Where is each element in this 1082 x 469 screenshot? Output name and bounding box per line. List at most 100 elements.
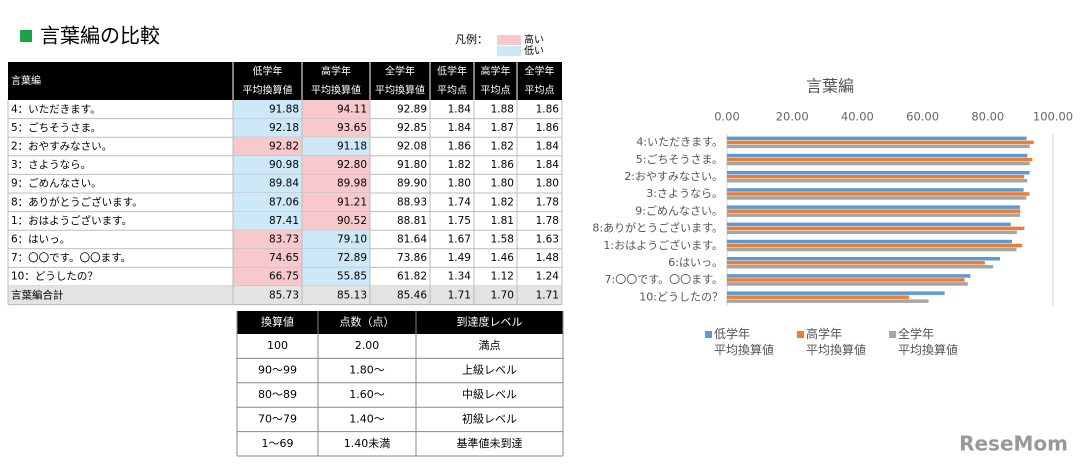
table-cell: 89.90 <box>397 178 427 190</box>
bar <box>727 209 1021 213</box>
table-cell: 89.98 <box>337 178 367 190</box>
x-tick-label: 40.00 <box>841 110 874 124</box>
cell-highlight <box>302 118 370 138</box>
bar <box>727 161 1030 166</box>
table-cell: 83.73 <box>269 234 299 246</box>
cell-highlight <box>233 155 302 175</box>
scale-cell: 90～99 <box>258 364 297 377</box>
table-cell: 88.81 <box>397 215 427 227</box>
column-header: 平均換算値 <box>375 84 425 97</box>
row-label: 6：はいっ。 <box>11 234 70 246</box>
legend-swatch <box>889 331 896 338</box>
x-tick-label: 80.00 <box>971 110 1004 124</box>
cell-highlight <box>302 193 370 212</box>
y-tick-label: 3:さようなら。 <box>646 187 723 200</box>
bar <box>727 213 1021 217</box>
table-cell: 92.80 <box>337 159 367 171</box>
scale-cell: 初級レベル <box>462 411 517 425</box>
table-cell: 87.41 <box>269 215 299 227</box>
table-cell: 1.75 <box>448 215 471 227</box>
scale-cell: 80～89 <box>258 388 297 401</box>
table-cell: 94.11 <box>337 103 367 115</box>
table-cell: 1.70 <box>491 289 514 301</box>
row-label: 9：ごめんなさい。 <box>11 177 102 190</box>
scale-cell: 中級レベル <box>462 388 517 401</box>
table-cell: 1.24 <box>536 271 560 283</box>
table-cell: 92.85 <box>397 122 427 134</box>
table-cell: 91.21 <box>337 196 367 208</box>
table-cell: 1.63 <box>536 234 559 246</box>
table-cell: 1.81 <box>491 215 514 227</box>
legend-entry: 高学年 平均換算値 <box>806 327 867 357</box>
table-cell: 1.48 <box>536 252 559 264</box>
table-cell: 1.67 <box>448 234 471 246</box>
table-cell: 1.84 <box>536 159 560 171</box>
bar <box>727 157 1033 162</box>
bar <box>727 175 1025 179</box>
legend-swatch <box>497 46 521 56</box>
bar <box>727 239 1012 244</box>
bar <box>727 247 1017 252</box>
table-cell: 1.84 <box>448 103 472 115</box>
table-cell: 73.86 <box>397 252 427 264</box>
cell-highlight <box>302 100 370 119</box>
row-label: 4：いただきます。 <box>11 103 101 115</box>
table-cell: 85.73 <box>269 289 299 301</box>
column-header: 低学年 <box>253 65 283 78</box>
cell-highlight <box>302 174 370 193</box>
table-cell: 1.71 <box>448 289 471 301</box>
total-row-bg <box>8 286 562 305</box>
table-cell: 1.84 <box>536 141 560 153</box>
table-cell: 1.12 <box>491 271 514 283</box>
table-cell: 90.52 <box>337 215 367 227</box>
row-label: 3：さようなら。 <box>11 159 91 171</box>
table-cell: 1.80 <box>448 178 471 190</box>
y-tick-label: 1:おはようございます。 <box>603 238 723 252</box>
watermark: ReseMom <box>959 432 1068 456</box>
x-tick-label: 20.00 <box>776 110 809 124</box>
bar <box>727 192 1030 196</box>
row-label: 8：ありがとうございます。 <box>11 195 143 208</box>
table-cell: 91.80 <box>397 159 427 171</box>
scale-cell: 1.40未満 <box>344 437 391 450</box>
table-cell: 55.85 <box>337 271 367 283</box>
cell-highlight <box>233 118 302 138</box>
table-cell: 1.88 <box>491 103 514 115</box>
table-cell: 1.86 <box>536 122 560 134</box>
scale-cell: 基準値未到達 <box>457 436 523 450</box>
bar <box>727 257 1000 261</box>
table-cell: 1.82 <box>448 159 471 171</box>
table-cell: 92.08 <box>397 141 427 153</box>
column-header: 平均換算値 <box>243 84 293 97</box>
table-cell: 79.10 <box>337 234 367 246</box>
row-label: 5：ごちそうさま。 <box>11 121 101 134</box>
cell-highlight <box>233 211 302 231</box>
scale-cell: 1.80～ <box>349 364 385 377</box>
scale-header: 換算値 <box>261 315 294 329</box>
scale-header: 点数（点） <box>340 316 395 329</box>
table-cell: 88.93 <box>397 196 427 208</box>
cell-highlight <box>233 100 302 119</box>
table-cell: 90.98 <box>269 159 299 171</box>
bar <box>727 265 994 269</box>
bar <box>727 179 1028 183</box>
scale-cell: 70～79 <box>258 412 297 425</box>
legend-swatch <box>797 331 804 338</box>
column-header: 平均換算値 <box>311 84 361 97</box>
y-tick-label: 9:ごめんなさい。 <box>635 203 723 217</box>
scale-cell: 1～69 <box>262 437 294 450</box>
row-label: 1：おはようございます。 <box>11 214 132 227</box>
y-tick-label: 4:いただきます。 <box>636 136 723 149</box>
legend-text: 低い <box>524 44 544 57</box>
bar <box>727 261 985 265</box>
bar <box>727 274 971 278</box>
table-cell: 85.46 <box>397 289 427 301</box>
title-icon <box>20 30 32 42</box>
table-cell: 92.89 <box>397 103 427 115</box>
legend-swatch <box>705 331 712 338</box>
bar <box>727 171 1030 175</box>
table-cell: 1.84 <box>448 122 472 134</box>
column-header: 全学年 <box>385 65 415 78</box>
bar <box>727 295 910 299</box>
